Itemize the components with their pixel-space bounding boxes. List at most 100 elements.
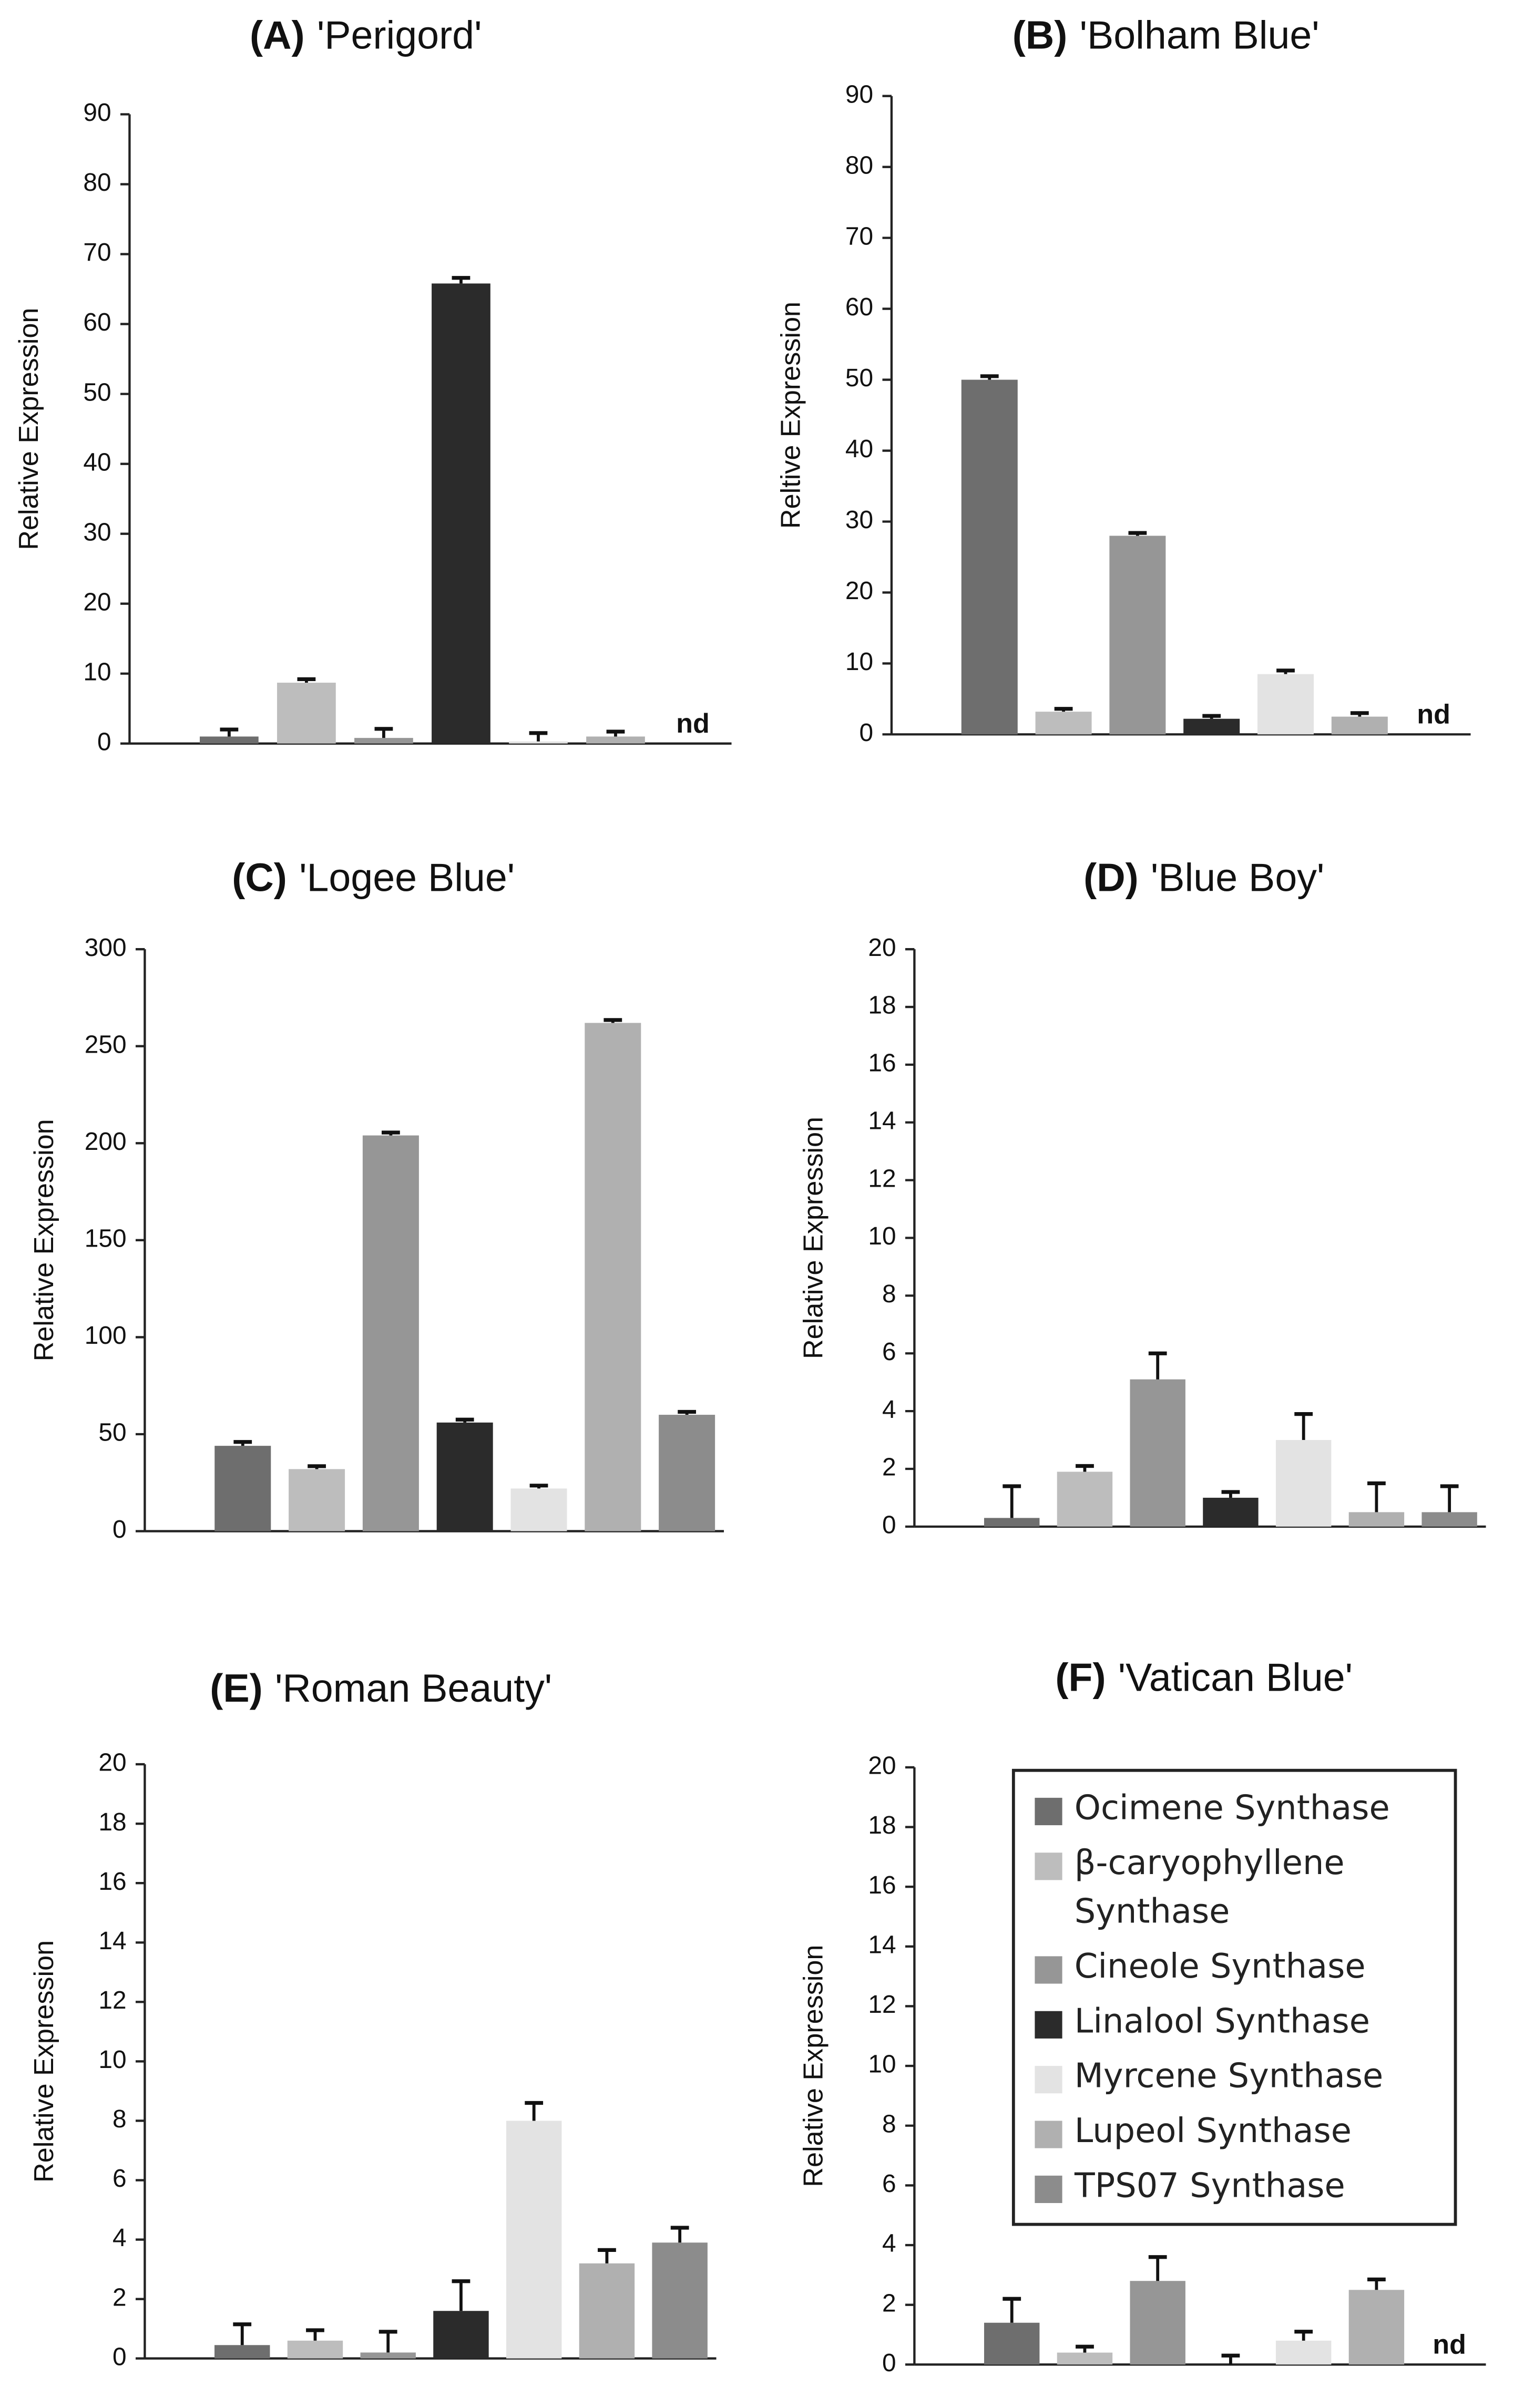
y-tick-label: 20 (98, 1749, 126, 1777)
y-tick-label: 70 (83, 239, 111, 266)
legend-label: Ocimene Synthase (1074, 1790, 1390, 1828)
legend-item: TPS07 Synthase (1075, 2168, 1345, 2206)
y-tick-label: 20 (868, 934, 896, 962)
y-tick-label: 50 (83, 378, 111, 406)
legend: Ocimene Synthase β-caryophyllene Synthase… (1011, 1768, 1457, 2226)
error-bar (308, 1464, 326, 1469)
error-bar (606, 729, 625, 737)
y-tick-label: 80 (83, 169, 111, 197)
y-tick-label: 0 (97, 728, 111, 756)
bar (1348, 1512, 1405, 1527)
y-tick-label: 8 (882, 1280, 896, 1308)
bar (1130, 1379, 1185, 1527)
error-bar (1202, 714, 1221, 719)
y-tick-label: 4 (112, 2224, 127, 2252)
y-axis-label: Relative Expression (29, 1119, 59, 1361)
y-tick-label: 10 (845, 648, 873, 676)
bar (1275, 1440, 1332, 1527)
y-axis-label: Relative Expression (14, 308, 44, 550)
chart-title: (F) 'Vatican Blue' (1055, 1655, 1353, 1700)
bar (1183, 718, 1240, 735)
error-bar (374, 727, 393, 738)
y-tick-label: 18 (98, 1808, 126, 1836)
y-tick-label: 50 (845, 364, 873, 392)
bar (1130, 2281, 1185, 2365)
error-bar (1276, 668, 1295, 674)
y-tick-label: 40 (83, 448, 111, 476)
y-tick-label: 18 (868, 1812, 896, 1839)
legend-box (1011, 1768, 1457, 2226)
legend-label: Myrcene Synthase (1074, 2058, 1384, 2097)
y-tick-label: 30 (83, 518, 111, 546)
legend-label: Linalool Synthase (1074, 2003, 1370, 2042)
panel-label: (B) (1012, 13, 1068, 57)
nd-label: nd (1417, 699, 1450, 729)
error-bar (980, 374, 999, 380)
bar (214, 2345, 270, 2359)
error-bar (670, 2226, 689, 2243)
legend-label: Cineole Synthase (1074, 1948, 1366, 1987)
title-text: 'Logee Blue' (299, 856, 515, 900)
y-tick-label: 10 (868, 1222, 896, 1250)
y-tick-label: 250 (85, 1031, 127, 1058)
error-bar (1367, 1481, 1386, 1512)
legend-swatch (1035, 2121, 1062, 2148)
y-tick-label: 0 (112, 2343, 127, 2371)
legend-item: Linalool Synthase (1074, 2003, 1370, 2042)
error-bar (379, 2330, 397, 2353)
panel-label: (F) (1055, 1655, 1106, 1700)
bar (1057, 2352, 1113, 2365)
error-bar (1128, 531, 1147, 536)
legend-swatch (1035, 1956, 1062, 1984)
y-tick-label: 200 (85, 1128, 127, 1156)
y-axis-label: Relative Expression (29, 1940, 59, 2183)
bar (433, 2311, 489, 2359)
error-bar (1148, 1351, 1167, 1380)
error-bar (604, 1018, 622, 1023)
y-tick-label: 14 (868, 1107, 896, 1135)
bar (360, 2352, 416, 2359)
legend-label: Lupeol Synthase (1074, 2113, 1352, 2152)
bar (354, 738, 413, 744)
y-tick-label: 18 (868, 992, 896, 1020)
error-bar (233, 2322, 252, 2345)
y-tick-label: 4 (882, 1396, 896, 1424)
error-bar (1367, 2277, 1386, 2290)
y-tick-label: 16 (98, 1868, 126, 1896)
chart-title: (A) 'Perigord' (250, 13, 482, 57)
y-tick-label: 90 (845, 80, 873, 108)
y-tick-label: 300 (85, 934, 127, 962)
y-tick-label: 90 (83, 99, 111, 127)
y-tick-label: 70 (845, 222, 873, 250)
error-bar (1003, 2297, 1021, 2323)
legend-item: Lupeol Synthase (1074, 2113, 1352, 2152)
y-tick-label: 40 (845, 435, 873, 463)
y-tick-label: 2 (882, 2289, 896, 2317)
bar (984, 2322, 1040, 2365)
panel-label: (E) (210, 1666, 262, 1710)
y-tick-label: 20 (83, 588, 111, 616)
y-tick-label: 0 (112, 1516, 127, 1543)
y-tick-label: 6 (112, 2165, 127, 2193)
bar (1257, 674, 1314, 735)
chart-title: (B) 'Bolham Blue' (1012, 13, 1320, 57)
y-tick-label: 2 (112, 2283, 127, 2311)
bar (585, 1023, 641, 1531)
bar (1035, 712, 1092, 735)
bar (506, 2121, 562, 2359)
error-bar (1440, 1484, 1459, 1512)
error-bar (1076, 2344, 1094, 2353)
error-bar (1221, 1490, 1240, 1498)
y-tick-label: 60 (845, 293, 873, 321)
legend-swatch (1035, 2011, 1062, 2039)
nd-label: nd (676, 708, 710, 739)
error-bar (525, 2101, 544, 2121)
legend-swatch (1035, 2066, 1062, 2094)
y-tick-label: 12 (98, 1987, 126, 2014)
bar (1331, 716, 1388, 735)
y-tick-label: 2 (882, 1454, 896, 1481)
y-tick-label: 10 (83, 658, 111, 686)
error-bar (1003, 1484, 1021, 1518)
error-bar (1054, 707, 1073, 712)
error-bar (1148, 2255, 1167, 2281)
